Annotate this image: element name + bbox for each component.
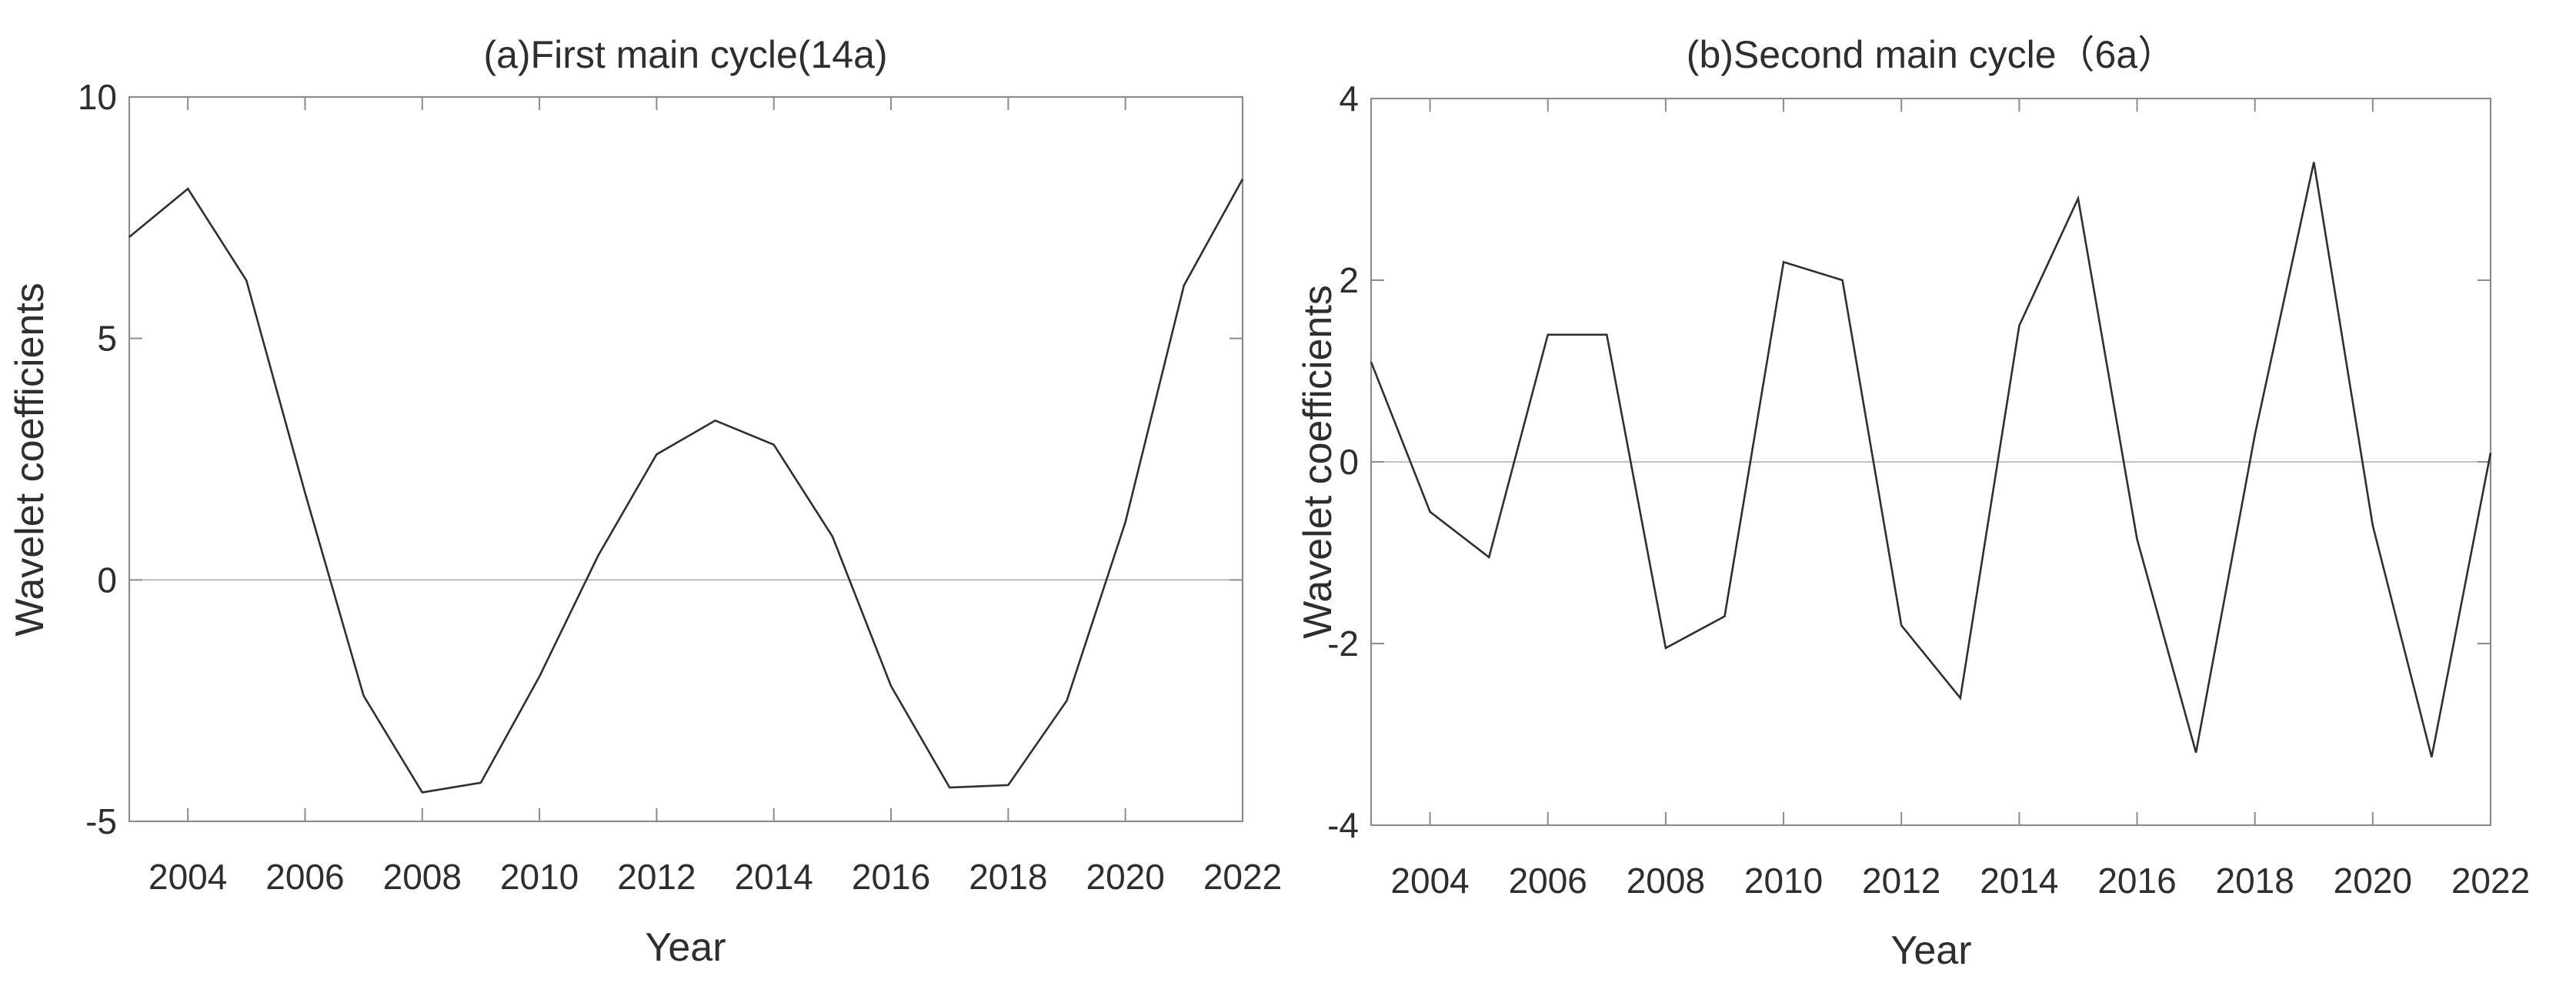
x-tick-label: 2006 xyxy=(1509,861,1587,901)
y-tick-label: 10 xyxy=(78,77,117,117)
x-tick-label: 2008 xyxy=(1627,861,1705,901)
x-tick-label: 2014 xyxy=(735,857,813,897)
x-tick-label: 2022 xyxy=(2451,861,2530,901)
x-tick-label: 2020 xyxy=(2334,861,2412,901)
chart-b-plot: 2004 2006 2008 2010 2012 2014 2016 2018 2020 2022… xyxy=(1296,33,2530,973)
x-tick-label: 2016 xyxy=(2097,861,2176,901)
y-tick-label: 5 xyxy=(97,319,117,359)
x-tick-label: 2012 xyxy=(1862,861,1940,901)
x-tick-label: 2016 xyxy=(852,857,930,897)
y-tick-label: -4 xyxy=(1327,805,1359,845)
x-tick-label: 2014 xyxy=(1980,861,2058,901)
y-tick-label: 0 xyxy=(1339,442,1359,482)
chart-a-plot-area: 2004 2006 2008 2010 2012 2014 2016 2018 2020 2022… xyxy=(78,77,1282,897)
chart-b-xlabel: Year xyxy=(1890,928,1971,973)
plot-box xyxy=(1370,97,2492,827)
series-line xyxy=(1370,162,2492,757)
y-tick-label: -2 xyxy=(1327,624,1359,664)
x-tick-label: 2012 xyxy=(617,857,696,897)
chart-b-plot-area: 2004 2006 2008 2010 2012 2014 2016 2018 2020 2022… xyxy=(1327,79,2530,901)
x-tick-label: 2022 xyxy=(1203,857,1282,897)
chart-a-ylabel: Wavelet coefficients xyxy=(8,283,52,637)
chart-b-ylabel: Wavelet coefficients xyxy=(1296,285,1340,639)
x-tick-label: 2008 xyxy=(383,857,462,897)
x-tick-label: 2010 xyxy=(500,857,579,897)
series-line xyxy=(128,178,1244,794)
x-tick-label: 2018 xyxy=(969,857,1047,897)
chart-a-title: (a)First main cycle(14a) xyxy=(483,33,887,76)
x-tick-label: 2004 xyxy=(148,857,227,897)
y-tick-label: -5 xyxy=(85,801,117,841)
chart-a-xlabel: Year xyxy=(645,925,726,970)
y-tick-label: 2 xyxy=(1339,260,1359,300)
y-tick-label: 4 xyxy=(1339,79,1359,119)
plot-box xyxy=(128,95,1244,823)
y-tick-label: 0 xyxy=(97,560,117,600)
chart-a-plot: 2004 2006 2008 2010 2012 2014 2016 2018 2020 2022… xyxy=(8,33,1282,970)
chart-b-container: 2004 2006 2008 2010 2012 2014 2016 2018 2020 2022… xyxy=(1288,0,2576,983)
x-tick-label: 2004 xyxy=(1390,861,1469,901)
chart-a-container: 2004 2006 2008 2010 2012 2014 2016 2018 2020 2022… xyxy=(8,33,1282,970)
x-tick-label: 2018 xyxy=(2216,861,2294,901)
x-tick-label: 2010 xyxy=(1744,861,1823,901)
x-tick-label: 2006 xyxy=(265,857,344,897)
chart-b-title: (b)Second main cycle（6a） xyxy=(1687,33,2176,76)
x-tick-label: 2020 xyxy=(1086,857,1165,897)
